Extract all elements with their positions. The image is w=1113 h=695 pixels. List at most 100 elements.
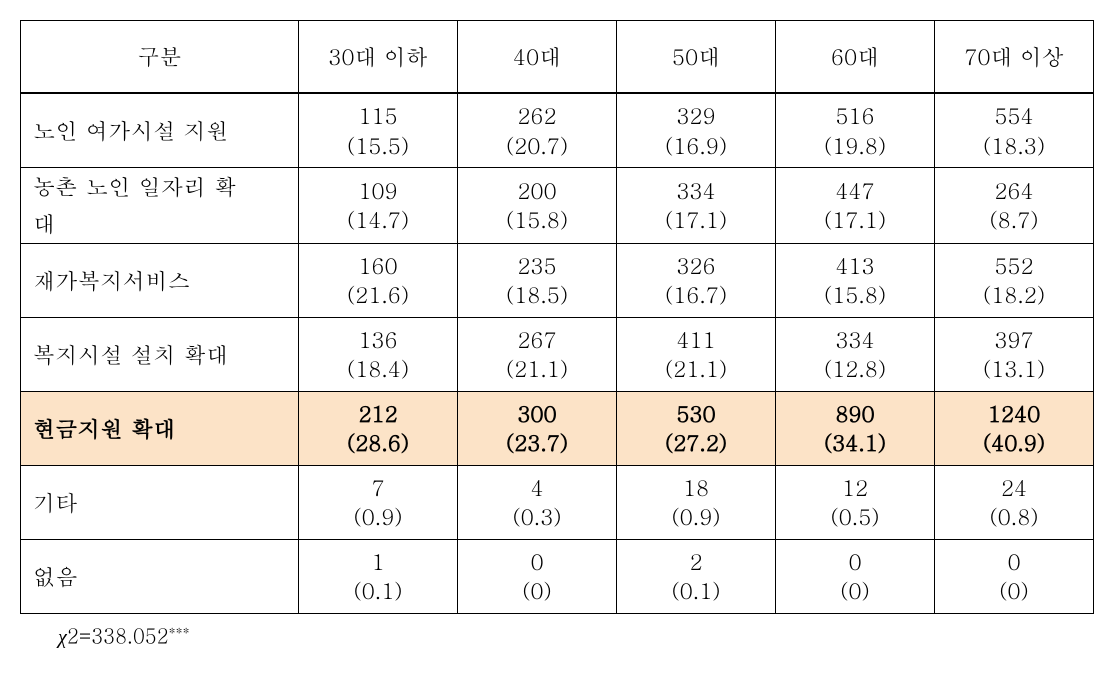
data-cell: 2(0.1)	[617, 539, 776, 613]
data-cell: 115(15.5)	[299, 94, 458, 168]
chi-square-footnote: χ2=338.052***	[20, 620, 1093, 650]
cell-value: 890	[835, 399, 874, 429]
data-cell: 447(17.1)	[776, 168, 935, 244]
cell-value: 413	[835, 251, 874, 281]
data-cell: 413(15.8)	[776, 243, 935, 317]
table-row: 없음1(0.1)0(0)2(0.1)0(0)0(0)	[21, 539, 1094, 613]
data-cell: 12(0.5)	[776, 465, 935, 539]
cell-pct: (0.3)	[512, 502, 561, 532]
cell-pct: (0.8)	[989, 502, 1038, 532]
table-row: 복지시설 설치 확대136(18.4)267(21.1)411(21.1)334…	[21, 317, 1094, 391]
data-table: 구분 30대 이하 40대 50대 60대 70대 이상 노인 여가시설 지원1…	[20, 20, 1094, 614]
col-header-2: 50대	[617, 21, 776, 93]
cell-pct: (18.5)	[506, 280, 568, 310]
cell-value: 200	[517, 176, 556, 206]
data-cell: 554(18.3)	[935, 94, 1094, 168]
chi-degree: 2	[67, 620, 79, 649]
data-cell: 7(0.9)	[299, 465, 458, 539]
cell-value: 552	[994, 251, 1033, 281]
cell-value: 24	[1001, 473, 1027, 503]
cell-pct: (0.5)	[830, 502, 879, 532]
cell-pct: (28.6)	[347, 428, 409, 458]
cell-pct: (0)	[840, 576, 870, 606]
data-cell: 890(34.1)	[776, 391, 935, 465]
cell-value: 160	[358, 251, 397, 281]
table-container: 구분 30대 이하 40대 50대 60대 70대 이상 노인 여가시설 지원1…	[20, 20, 1093, 649]
cell-pct: (21.6)	[347, 280, 409, 310]
chi-symbol: χ	[58, 626, 67, 648]
cell-value: 2	[689, 547, 702, 577]
cell-value: 326	[676, 251, 715, 281]
table-row: 현금지원 확대 212(28.6) 300(23.7) 530(27.2) 890(34…	[21, 391, 1094, 465]
cell-pct: (15.5)	[347, 131, 409, 161]
cell-pct: (14.7)	[347, 205, 409, 235]
data-cell: 4(0.3)	[458, 465, 617, 539]
table-row: 기타7(0.9)4(0.3)18(0.9)12(0.5)24(0.8)	[21, 465, 1094, 539]
cell-pct: (27.2)	[665, 428, 727, 458]
cell-value: 411	[676, 325, 715, 355]
cell-pct: (13.1)	[983, 354, 1045, 384]
data-cell: 200(15.8)	[458, 168, 617, 244]
cell-value: 554	[994, 101, 1033, 131]
cell-value: 4	[530, 473, 543, 503]
cell-value: 530	[676, 399, 715, 429]
cell-pct: (12.8)	[824, 354, 886, 384]
data-cell: 334(17.1)	[617, 168, 776, 244]
cell-pct: (0.9)	[671, 502, 720, 532]
cell-pct: (40.9)	[983, 428, 1045, 458]
data-cell: 109(14.7)	[299, 168, 458, 244]
cell-value: 12	[842, 473, 868, 503]
data-cell: 552(18.2)	[935, 243, 1094, 317]
table-row: 농촌 노인 일자리 확대109(14.7)200(15.8)334(17.1)4…	[21, 168, 1094, 244]
cell-value: 0	[1007, 547, 1020, 577]
cell-value: 334	[835, 325, 874, 355]
data-cell: 267(21.1)	[458, 317, 617, 391]
cell-value: 397	[994, 325, 1033, 355]
cell-pct: (20.7)	[506, 131, 568, 161]
cell-value: 447	[835, 176, 874, 206]
cell-value: 516	[835, 101, 874, 131]
cell-value: 1240	[988, 399, 1040, 429]
row-label: 농촌 노인 일자리 확대	[21, 168, 299, 244]
cell-value: 235	[517, 251, 556, 281]
col-header-4: 70대 이상	[935, 21, 1094, 93]
cell-value: 7	[371, 473, 384, 503]
col-header-1: 40대	[458, 21, 617, 93]
data-cell: 300(23.7)	[458, 391, 617, 465]
cell-pct: (16.9)	[665, 131, 727, 161]
table-body: 노인 여가시설 지원115(15.5)262(20.7)329(16.9)516…	[21, 94, 1094, 614]
cell-pct: (8.7)	[989, 205, 1038, 235]
data-cell: 264(8.7)	[935, 168, 1094, 244]
cell-value: 18	[683, 473, 709, 503]
data-cell: 1240(40.9)	[935, 391, 1094, 465]
cell-value: 115	[358, 101, 397, 131]
cell-pct: (21.1)	[665, 354, 727, 384]
chi-stars: ***	[169, 620, 190, 640]
row-label: 현금지원 확대	[21, 391, 299, 465]
data-cell: 411(21.1)	[617, 317, 776, 391]
cell-pct: (15.8)	[824, 280, 886, 310]
data-cell: 516(19.8)	[776, 94, 935, 168]
table-row: 재가복지서비스160(21.6)235(18.5)326(16.7)413(15…	[21, 243, 1094, 317]
data-cell: 397(13.1)	[935, 317, 1094, 391]
data-cell: 160(21.6)	[299, 243, 458, 317]
cell-value: 0	[848, 547, 861, 577]
cell-value: 1	[371, 547, 384, 577]
cell-pct: (34.1)	[824, 428, 886, 458]
cell-value: 212	[358, 399, 397, 429]
table-header: 구분 30대 이하 40대 50대 60대 70대 이상	[21, 21, 1094, 94]
cell-pct: (0)	[999, 576, 1029, 606]
table-row: 노인 여가시설 지원115(15.5)262(20.7)329(16.9)516…	[21, 94, 1094, 168]
data-cell: 329(16.9)	[617, 94, 776, 168]
data-cell: 262(20.7)	[458, 94, 617, 168]
cell-value: 334	[676, 176, 715, 206]
row-label: 재가복지서비스	[21, 243, 299, 317]
row-label: 없음	[21, 539, 299, 613]
cell-pct: (23.7)	[506, 428, 568, 458]
col-header-0: 30대 이하	[299, 21, 458, 93]
cell-value: 109	[358, 176, 397, 206]
cell-pct: (19.8)	[824, 131, 886, 161]
cell-value: 136	[358, 325, 397, 355]
row-label: 기타	[21, 465, 299, 539]
cell-pct: (17.1)	[824, 205, 886, 235]
